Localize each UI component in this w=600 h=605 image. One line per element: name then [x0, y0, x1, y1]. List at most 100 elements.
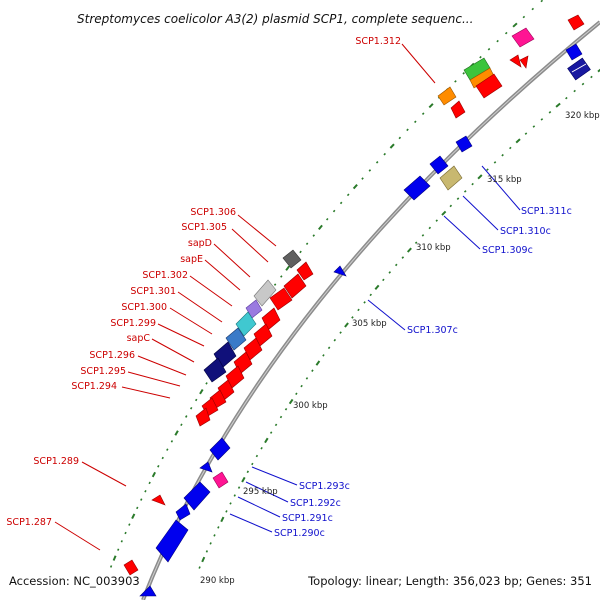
minor-tick [205, 550, 209, 553]
minor-tick [237, 486, 241, 489]
gene-arrow-fwd [195, 407, 211, 427]
position-tick-labels: 290 kbp 295 kbp 300 kbp 305 kbp 310 kbp … [200, 111, 600, 586]
minor-tick [361, 177, 364, 180]
minor-tick [233, 494, 236, 497]
minor-tick [532, 125, 536, 128]
gene-label-scp1-302: SCP1.302 [142, 270, 188, 281]
minor-tick [540, 0, 544, 3]
forward-strand-features [123, 14, 585, 576]
gene-arrow-rev [155, 519, 189, 563]
tick-label: 290 kbp [200, 576, 235, 586]
minor-tick [414, 241, 418, 244]
gene-arrow-fwd [269, 287, 293, 311]
forward-gene-labels: SCP1.312 SCP1.306 SCP1.305 sapD sapE SCP… [6, 36, 401, 528]
minor-tick [414, 120, 417, 124]
minor-tick [166, 448, 169, 451]
callout-scp1-291c [237, 496, 281, 518]
gene-arrow-fwd [567, 14, 585, 31]
minor-tick [462, 72, 465, 75]
minor-tick [406, 128, 409, 132]
minor-tick [170, 440, 174, 443]
major-tick [241, 476, 246, 483]
tick-label: 300 kbp [293, 401, 328, 411]
callout-scp1-312 [401, 43, 436, 84]
minor-tick [435, 219, 438, 222]
gene-label-scp1-294: SCP1.294 [71, 381, 117, 392]
minor-tick [305, 242, 309, 245]
minor-tick [394, 263, 398, 267]
minor-tick [581, 82, 585, 86]
minor-tick [213, 534, 216, 537]
gene-stripe [571, 63, 587, 73]
minor-tick [501, 153, 504, 157]
callout-scp1-301 [177, 291, 223, 323]
gene-label-scp1-295: SCP1.295 [80, 366, 126, 377]
gene-label-sape: sapE [180, 254, 203, 265]
gene-arrow-fwd [450, 100, 466, 119]
major-tick [112, 555, 117, 561]
minor-tick [209, 542, 212, 545]
major-tick [597, 68, 600, 73]
minor-tick [260, 446, 263, 450]
minor-tick [190, 406, 193, 410]
gene-arrow-fwd [283, 273, 307, 299]
gene-label-scp1-287: SCP1.287 [6, 517, 52, 528]
gene-block-rev-striped [567, 57, 591, 81]
minor-tick [269, 431, 273, 434]
minor-tick [421, 112, 425, 115]
minor-tick [363, 301, 366, 304]
minor-tick [124, 531, 127, 535]
minor-tick [339, 331, 342, 334]
major-tick [151, 471, 156, 478]
minor-tick [357, 308, 360, 312]
minor-tick [322, 354, 325, 357]
callout-scp1-307c [367, 299, 406, 331]
callout-scp1-295 [127, 371, 181, 387]
gene-arrow-rev [199, 461, 213, 473]
gene-label-scp1-299: SCP1.299 [110, 318, 156, 329]
gene-block-steelblue [225, 327, 247, 351]
gene-arrow-fwd [509, 54, 522, 68]
tick-label: 305 kbp [352, 319, 387, 329]
major-tick [201, 556, 206, 563]
gene-arrow-fwd [511, 27, 535, 48]
minor-tick [368, 169, 372, 172]
minor-tick [332, 209, 336, 213]
callout-sapc [151, 338, 195, 363]
minor-tick [251, 462, 254, 466]
minor-tick [217, 526, 220, 529]
minor-tick [428, 226, 432, 230]
gene-label-scp1-289: SCP1.289 [33, 456, 79, 467]
major-tick [389, 143, 395, 149]
major-tick [199, 388, 204, 395]
minor-tick [300, 384, 303, 388]
inner-tick-ring [198, 68, 600, 569]
minor-tick [140, 498, 143, 501]
minor-tick [280, 275, 283, 278]
minor-tick [548, 111, 552, 114]
gene-label-scp1-312: SCP1.312 [355, 36, 401, 47]
minor-tick [161, 456, 164, 460]
minor-tick [120, 540, 123, 543]
callout-scp1-310c [462, 195, 499, 231]
gene-label-scp1-310c: SCP1.310c [500, 226, 551, 237]
major-tick [515, 138, 521, 144]
major-tick [406, 247, 412, 253]
minor-tick [274, 423, 278, 427]
tick-label: 310 kbp [416, 243, 451, 253]
gene-arrow-fwd [519, 55, 529, 69]
accession-text: Accession: NC_003903 [9, 574, 140, 588]
topology-summary-text: Topology: linear; Length: 356,023 bp; Ge… [307, 574, 592, 588]
callout-scp1-302 [189, 275, 233, 307]
major-tick [512, 22, 518, 28]
minor-tick [383, 152, 386, 156]
major-tick [555, 102, 561, 108]
callout-scp1-305 [231, 228, 269, 263]
minor-tick [128, 523, 131, 526]
gene-block-pink [212, 471, 229, 489]
minor-tick [382, 278, 385, 282]
minor-tick [479, 55, 482, 59]
gene-label-scp1-311c: SCP1.311c [521, 206, 572, 217]
gene-block-gray [282, 249, 302, 269]
